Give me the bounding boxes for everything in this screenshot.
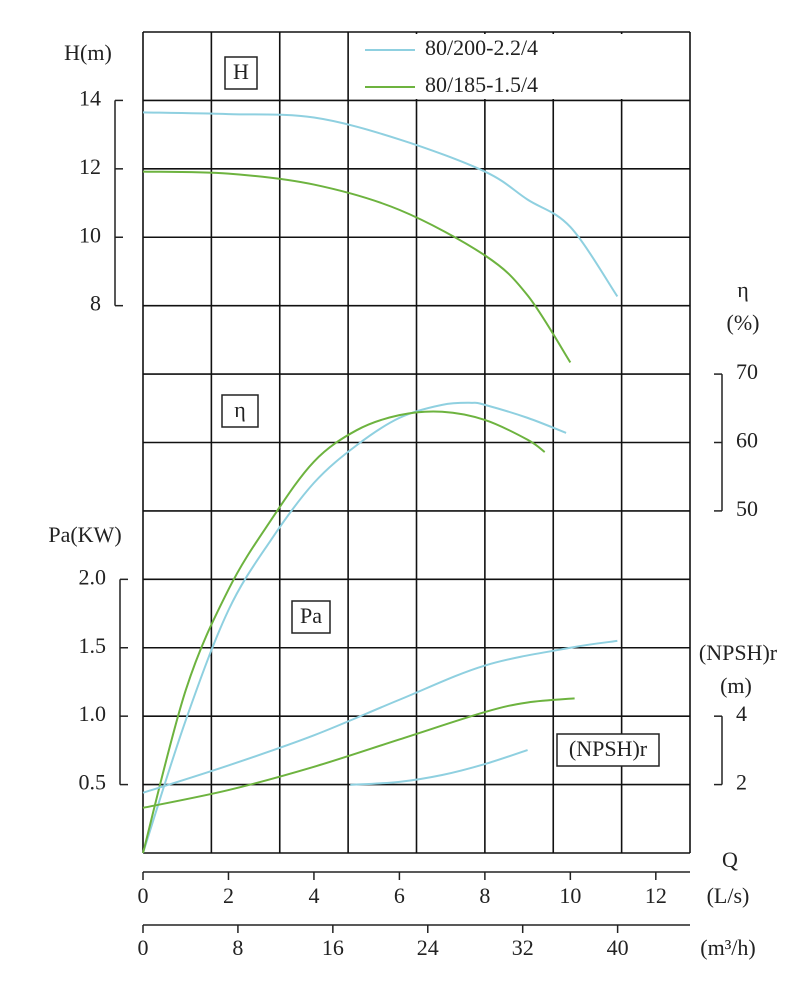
x-axis-unit: (L/s) — [707, 883, 750, 908]
curve — [142, 401, 567, 854]
x2-tick-label: 8 — [232, 935, 243, 960]
curve — [142, 170, 572, 363]
x-tick-label: 10 — [559, 883, 581, 908]
y-axis-label: (NPSH)r — [699, 640, 778, 665]
y-tick-label: 70 — [736, 359, 758, 384]
x-tick-label: 2 — [223, 883, 234, 908]
y-axis-label: H(m) — [64, 40, 112, 65]
curve-label: (NPSH)r — [569, 736, 648, 761]
y-axis-label: (%) — [727, 310, 760, 335]
y-axis-label: (m) — [720, 673, 752, 698]
legend-background — [352, 34, 624, 99]
x-axis-label: Q — [722, 847, 738, 872]
x-tick-label: 8 — [479, 883, 490, 908]
y-tick-label: 14 — [79, 85, 101, 110]
y-tick-label: 50 — [736, 496, 758, 521]
curve-label-box — [221, 394, 259, 428]
legend-label: 80/185-1.5/4 — [425, 72, 538, 97]
y-tick-label: 1.0 — [79, 701, 107, 726]
x2-tick-label: 24 — [417, 935, 439, 960]
x2-axis-unit: (m³/h) — [700, 935, 755, 960]
y-tick-label: 0.5 — [79, 770, 107, 795]
curve — [142, 410, 546, 854]
curve-label: Pa — [300, 603, 322, 628]
legend-label: 80/200-2.2/4 — [425, 35, 538, 60]
y-tick-label: 4 — [736, 701, 747, 726]
x-tick-label: 4 — [308, 883, 319, 908]
x2-tick-label: 40 — [607, 935, 629, 960]
x2-tick-label: 16 — [322, 935, 344, 960]
y-axis-label: Pa(KW) — [48, 522, 121, 547]
x-tick-label: 0 — [138, 883, 149, 908]
y-axis-label: η — [737, 277, 749, 302]
grid — [142, 31, 691, 854]
curve — [142, 111, 619, 297]
y-tick-label: 2 — [736, 770, 747, 795]
x-tick-label: 6 — [394, 883, 405, 908]
curve — [350, 749, 528, 786]
y-tick-label: 1.5 — [79, 633, 107, 658]
y-tick-label: 60 — [736, 428, 758, 453]
y-tick-label: 10 — [79, 222, 101, 247]
curve-label-box — [224, 56, 258, 90]
curve-label-box — [291, 600, 331, 634]
curve-label: η — [234, 397, 246, 422]
curve-label: H — [233, 59, 249, 84]
curve-label-box — [556, 733, 660, 767]
plot: 80/200-2.2/4 80/185-1.5/4 H 14 12 10 8 H(m) η 70 6… — [48, 34, 778, 960]
x-tick-label: 12 — [645, 883, 667, 908]
curve — [142, 697, 575, 809]
x2-tick-label: 32 — [512, 935, 534, 960]
y-tick-label: 8 — [90, 291, 101, 316]
y-tick-label: 2.0 — [79, 564, 107, 589]
y-tick-label: 12 — [79, 154, 101, 179]
x2-tick-label: 0 — [138, 935, 149, 960]
curve — [142, 639, 618, 794]
